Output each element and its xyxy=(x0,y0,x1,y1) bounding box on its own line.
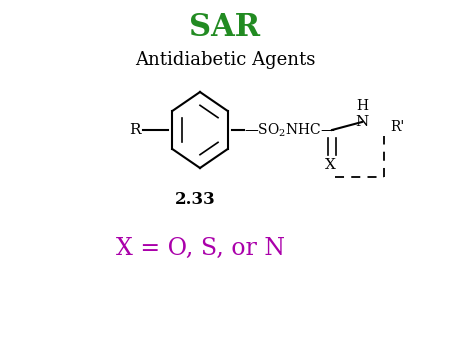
Text: $\mathregular{—SO_2NHC—}$: $\mathregular{—SO_2NHC—}$ xyxy=(244,121,336,139)
Text: R: R xyxy=(129,123,141,137)
Text: N: N xyxy=(356,115,369,129)
Text: SAR: SAR xyxy=(189,13,261,44)
Text: 2.33: 2.33 xyxy=(175,192,216,209)
Text: Antidiabetic Agents: Antidiabetic Agents xyxy=(135,51,315,69)
Text: H: H xyxy=(356,99,368,113)
Text: X: X xyxy=(324,158,335,172)
Text: R': R' xyxy=(390,120,404,134)
Text: X = O, S, or N: X = O, S, or N xyxy=(116,237,284,260)
